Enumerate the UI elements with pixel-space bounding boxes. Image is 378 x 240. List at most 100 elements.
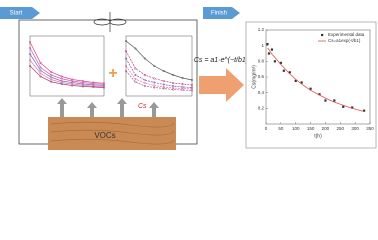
y-tick-label: 1: [261, 43, 264, 48]
point: [153, 81, 156, 84]
point: [279, 61, 282, 64]
x-axis-label: t(h): [314, 133, 322, 139]
point: [92, 85, 95, 89]
point: [39, 69, 42, 72]
series-line: [267, 47, 365, 112]
x-tick-label: 350: [366, 126, 374, 131]
figure: Start Finish + VOCs Cs Cs = a1·e^(−t/b1)…: [0, 7, 377, 150]
point: [324, 99, 327, 102]
point: [134, 67, 137, 70]
series-line: [125, 58, 193, 88]
series-line: [29, 59, 105, 88]
point: [181, 82, 184, 86]
point: [28, 64, 32, 68]
point: [333, 99, 336, 102]
point: [273, 60, 277, 63]
point: [134, 73, 137, 77]
point: [50, 70, 53, 74]
point: [81, 81, 84, 84]
point: [153, 64, 156, 68]
point: [266, 43, 269, 46]
series-line: [29, 53, 105, 86]
point: [102, 86, 106, 89]
point: [162, 85, 165, 89]
point: [124, 39, 128, 43]
series-line: [29, 41, 105, 84]
point: [153, 77, 156, 80]
point: [39, 75, 42, 78]
finish-arrow: [203, 7, 240, 19]
point: [300, 81, 303, 84]
point: [124, 64, 128, 68]
wood-grain: [49, 121, 175, 145]
concentration-label: Cs: [138, 103, 147, 110]
point: [143, 84, 146, 88]
point: [60, 82, 63, 86]
legend-label: Experimental data: [328, 32, 365, 37]
point: [71, 81, 74, 84]
point: [172, 81, 175, 85]
source-label: VOCs: [94, 131, 115, 140]
point: [71, 79, 74, 83]
point: [342, 105, 345, 108]
point: [134, 77, 137, 81]
series-line: [125, 50, 193, 86]
series-line: [125, 70, 193, 91]
y-tick-label: 1.2: [258, 27, 265, 32]
point: [143, 73, 146, 77]
x-tick-label: 200: [322, 126, 330, 131]
point: [190, 86, 194, 89]
point: [181, 76, 184, 80]
x-tick-label: 250: [337, 126, 345, 131]
point: [181, 88, 184, 92]
point: [181, 87, 184, 90]
point: [134, 47, 137, 50]
y-tick-label: 0.6: [258, 74, 265, 79]
point: [81, 85, 84, 88]
point: [143, 81, 146, 85]
legend-label: Cs=a1exp(-t/b1): [328, 38, 361, 43]
point: [50, 80, 53, 83]
point: [39, 66, 42, 69]
x-tick-label: 100: [292, 126, 300, 131]
series-line: [29, 47, 105, 85]
point: [134, 80, 137, 84]
point: [282, 69, 285, 72]
point: [190, 83, 194, 87]
start-label: Start: [10, 11, 23, 17]
point: [294, 79, 297, 83]
fan: [93, 12, 127, 32]
point: [50, 78, 53, 81]
point: [153, 86, 156, 89]
point: [60, 81, 63, 84]
point: [267, 52, 271, 55]
y-axis-label: Cs(mg/m³): [251, 65, 257, 89]
point: [190, 78, 194, 82]
point: [50, 76, 53, 79]
point: [28, 58, 32, 62]
point: [309, 87, 312, 90]
point: [190, 89, 194, 92]
series-line: [29, 65, 105, 88]
y-tick-label: 0.2: [258, 106, 265, 111]
start-arrow: [0, 7, 40, 19]
point: [362, 109, 366, 112]
point: [143, 78, 146, 82]
formula: Cs = a1·e^(−t/b1): [194, 57, 248, 64]
point: [143, 57, 146, 60]
x-tick-label: 0: [265, 126, 268, 131]
y-tick-label: 0.4: [258, 90, 265, 95]
emission-arrows: [57, 98, 159, 117]
point: [28, 52, 32, 56]
point: [124, 69, 128, 73]
point: [81, 79, 84, 83]
x-tick-label: 150: [307, 126, 315, 131]
point: [172, 86, 175, 90]
point: [318, 93, 321, 96]
point: [28, 46, 32, 50]
point: [270, 48, 274, 51]
point: [60, 77, 63, 80]
series-line: [125, 40, 193, 81]
point: [162, 83, 165, 86]
point: [124, 49, 128, 53]
